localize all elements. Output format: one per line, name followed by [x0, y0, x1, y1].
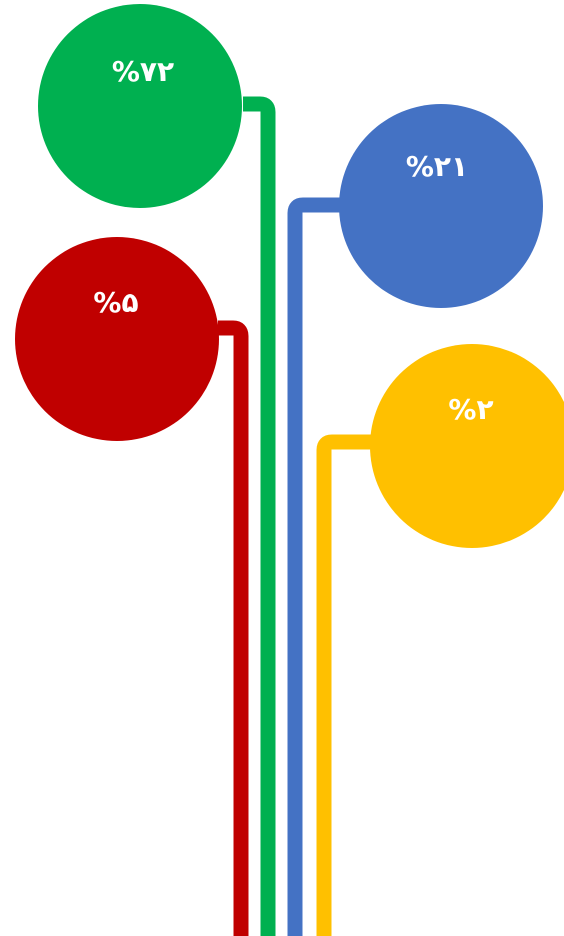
green-balloon-circle: [38, 4, 242, 208]
red-balloon-string: [218, 320, 249, 936]
red-balloon: %۵: [15, 237, 219, 441]
blue-balloon-circle: [339, 104, 543, 308]
green-balloon-label: %۷۲: [112, 55, 174, 88]
blue-balloon: %۲۱: [339, 104, 543, 308]
blue-balloon-label: %۲۱: [406, 150, 468, 183]
red-balloon-label: %۵: [93, 286, 138, 319]
yellow-balloon: %۲: [370, 344, 564, 548]
green-balloon: %۷۲: [38, 4, 242, 208]
blue-balloon-string: [287, 197, 341, 936]
yellow-balloon-string: [316, 434, 372, 936]
yellow-balloon-circle: [370, 344, 564, 548]
green-balloon-string: [243, 96, 276, 936]
red-balloon-circle: [15, 237, 219, 441]
yellow-balloon-label: %۲: [448, 393, 493, 426]
